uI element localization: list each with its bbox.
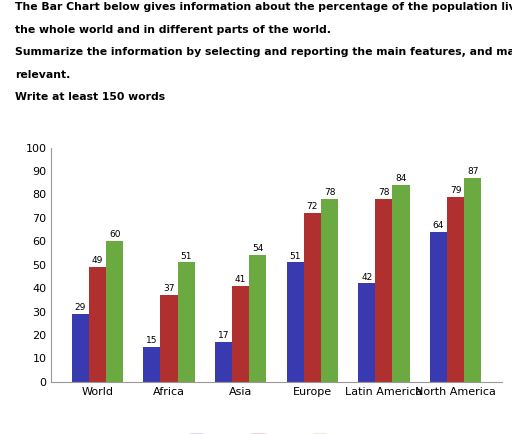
Text: the whole world and in different parts of the world.: the whole world and in different parts o…	[15, 25, 331, 35]
Text: 78: 78	[378, 188, 390, 197]
Text: 37: 37	[163, 284, 175, 293]
Text: Summarize the information by selecting and reporting the main features, and make: Summarize the information by selecting a…	[15, 47, 512, 57]
Text: 79: 79	[450, 186, 461, 195]
Text: 49: 49	[92, 256, 103, 265]
Bar	[89, 267, 106, 382]
Bar	[393, 185, 410, 382]
Text: Write at least 150 words: Write at least 150 words	[15, 92, 165, 102]
Bar	[72, 314, 89, 382]
Text: 60: 60	[109, 230, 120, 240]
Legend: 1950, 2015, 2050: 1950, 2015, 2050	[185, 430, 368, 434]
Text: 84: 84	[395, 174, 407, 183]
Bar	[375, 199, 393, 382]
Text: 78: 78	[324, 188, 335, 197]
Text: 72: 72	[307, 202, 318, 211]
Text: 17: 17	[218, 331, 229, 340]
Bar	[321, 199, 338, 382]
Bar	[106, 241, 123, 382]
Text: 51: 51	[289, 252, 301, 260]
Bar	[178, 263, 195, 382]
Text: 29: 29	[75, 303, 86, 312]
Bar	[232, 286, 249, 382]
Text: 41: 41	[235, 275, 246, 284]
Bar	[358, 283, 375, 382]
Bar	[249, 255, 266, 382]
Bar	[160, 295, 178, 382]
Text: 15: 15	[146, 336, 158, 345]
Bar	[464, 178, 481, 382]
Text: The Bar Chart below gives information about the percentage of the population liv: The Bar Chart below gives information ab…	[15, 2, 512, 12]
Bar	[215, 342, 232, 382]
Text: 64: 64	[433, 221, 444, 230]
Text: relevant.: relevant.	[15, 70, 71, 80]
Bar	[304, 213, 321, 382]
Bar	[287, 263, 304, 382]
Bar	[143, 347, 160, 382]
Text: 54: 54	[252, 244, 264, 253]
Bar	[430, 232, 447, 382]
Bar	[447, 197, 464, 382]
Text: 87: 87	[467, 167, 478, 176]
Text: 51: 51	[181, 252, 192, 260]
Text: 42: 42	[361, 273, 372, 282]
